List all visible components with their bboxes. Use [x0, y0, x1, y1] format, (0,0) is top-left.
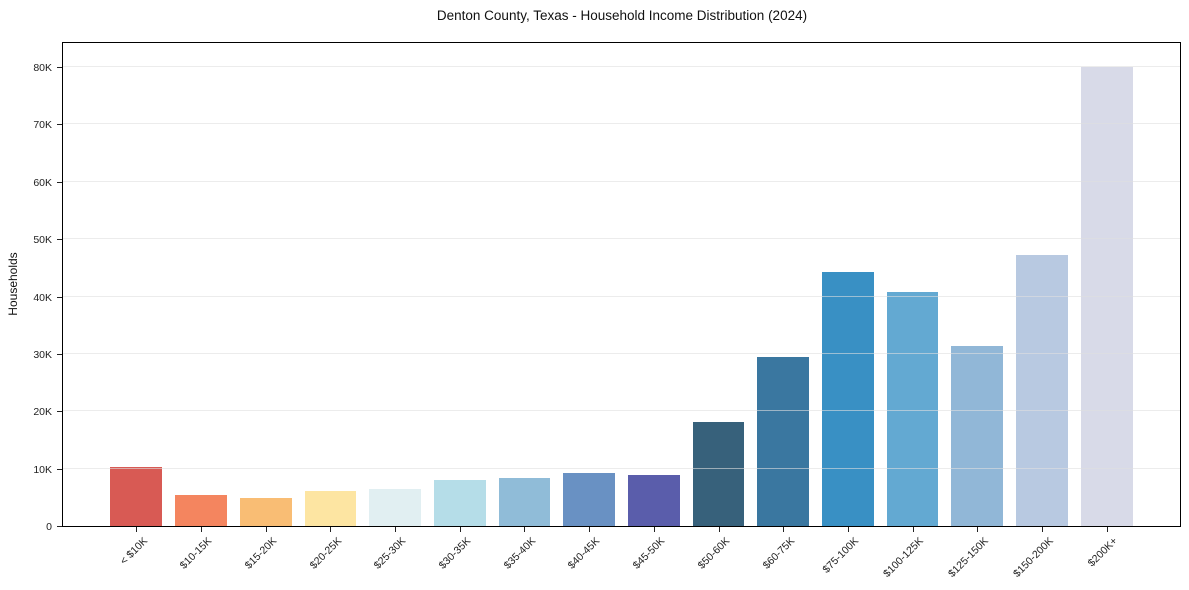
bar-slot: $20-25K	[298, 43, 363, 572]
x-tick-mark	[653, 527, 655, 532]
bar-slot: $50-60K	[686, 43, 751, 572]
bars-container: < $10K $10-15K $15-20K $20-25K $25-30K $30-35…	[63, 43, 1180, 580]
x-tick-mark	[589, 527, 591, 532]
y-tick-mark	[57, 353, 62, 355]
bar-slot: $40-45K	[557, 43, 622, 572]
x-tick-label: $35-40K	[501, 535, 538, 572]
bar	[498, 478, 551, 526]
bar	[886, 291, 939, 526]
bar-slot: < $10K	[104, 43, 169, 567]
bar-slot: $15-20K	[233, 43, 298, 572]
y-tick-label: 0	[46, 521, 52, 533]
bar-slot: $10-15K	[169, 43, 234, 572]
chart-title: Denton County, Texas - Household Income …	[436, 8, 808, 23]
x-tick-mark	[136, 527, 138, 532]
x-tick-label: $25-30K	[372, 535, 409, 572]
bar	[175, 495, 227, 526]
y-tick-mark	[57, 411, 62, 413]
bar	[627, 474, 680, 526]
bar-slot: $45-50K	[622, 43, 687, 572]
bar-slot: $60-75K	[751, 43, 816, 572]
y-tick-label: 30K	[33, 348, 52, 361]
y-tick-label: 10K	[33, 463, 52, 476]
x-tick-label: < $10K	[117, 535, 150, 568]
x-tick-label: $200K+	[1085, 535, 1121, 570]
bar-slot: $200K+	[1074, 43, 1139, 569]
x-tick-label: $150-200K	[1010, 535, 1056, 580]
x-tick-label: $30-35K	[436, 535, 474, 572]
x-tick-mark	[524, 527, 526, 532]
y-tick-label: 20K	[33, 406, 52, 419]
bar	[433, 480, 486, 526]
y-tick-mark	[57, 296, 62, 298]
bar	[369, 488, 421, 526]
y-tick-mark	[57, 181, 62, 183]
bar	[951, 345, 1004, 526]
bar-slot: $125-150K	[945, 43, 1010, 580]
x-tick-mark	[1106, 527, 1108, 532]
x-tick-label: $10-15K	[177, 535, 215, 572]
y-tick-label: 70K	[33, 119, 52, 132]
bar	[822, 271, 874, 526]
x-tick-mark	[847, 527, 849, 532]
x-tick-mark	[330, 527, 332, 532]
y-axis: 0 10K 20K 30K 40K 50K 60K 70K 80K	[0, 42, 62, 533]
x-tick-mark	[783, 527, 785, 532]
x-tick-mark	[718, 527, 720, 532]
x-tick-mark	[459, 527, 461, 532]
bar	[1016, 254, 1068, 526]
x-tick-label: $75-100K	[820, 535, 862, 576]
x-tick-mark	[977, 527, 979, 532]
bar-slot: $35-40K	[492, 43, 557, 572]
bar-slot: $150-200K	[1010, 43, 1075, 580]
y-tick-label: 80K	[33, 62, 52, 74]
x-tick-label: $40-45K	[566, 535, 603, 572]
bar-slot: $25-30K	[363, 43, 428, 572]
x-tick-label: $50-60K	[695, 535, 733, 572]
plot-area: < $10K $10-15K $15-20K $20-25K $25-30K $30-35…	[62, 42, 1181, 580]
bar	[563, 473, 616, 526]
y-tick-label: 60K	[33, 176, 52, 189]
bar	[757, 357, 810, 526]
bar-slot: $100-125K	[880, 43, 945, 580]
bar-slot: $75-100K	[816, 43, 881, 576]
y-tick-mark	[57, 124, 62, 126]
x-tick-label: $100-125K	[881, 535, 927, 580]
bar	[692, 422, 745, 526]
bar	[110, 466, 163, 526]
x-tick-mark	[265, 527, 267, 532]
x-tick-mark	[912, 527, 914, 532]
y-tick-mark	[57, 468, 62, 470]
x-tick-label: $20-25K	[307, 535, 344, 572]
x-tick-label: $125-150K	[945, 535, 991, 580]
bar	[304, 491, 357, 526]
y-tick-mark	[57, 67, 62, 68]
bar	[239, 497, 292, 526]
y-tick-mark	[57, 239, 62, 241]
y-tick-label: 40K	[33, 291, 52, 304]
x-tick-label: $15-20K	[242, 535, 280, 572]
bar	[1080, 67, 1133, 526]
x-tick-label: $60-75K	[760, 535, 797, 572]
x-tick-mark	[1041, 527, 1043, 532]
y-tick-mark	[57, 526, 62, 527]
bar-slot: $30-35K	[427, 43, 492, 572]
x-tick-label: $45-50K	[630, 535, 668, 572]
x-tick-mark	[395, 527, 397, 532]
x-tick-mark	[201, 527, 203, 532]
y-tick-label: 50K	[33, 234, 52, 247]
